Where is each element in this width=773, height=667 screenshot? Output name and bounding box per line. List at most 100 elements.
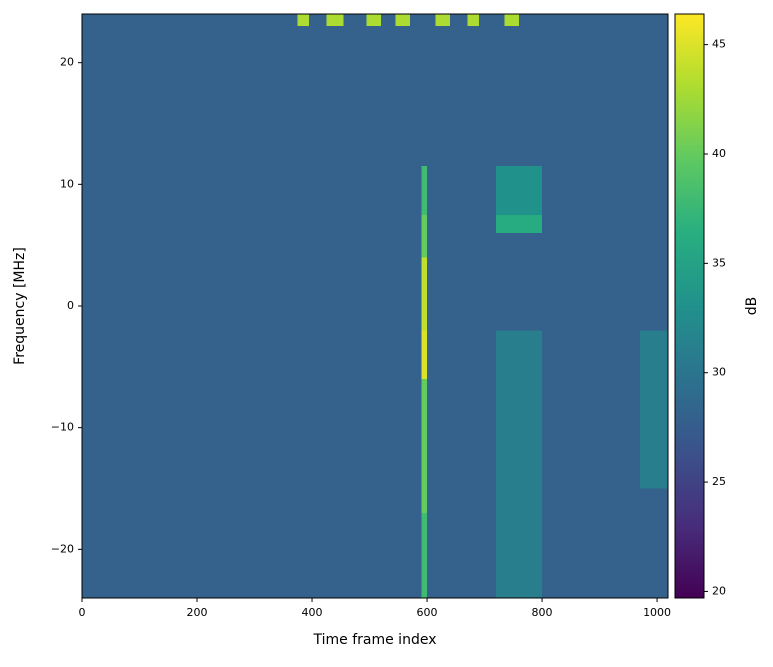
heatmap-cell [450,512,468,598]
heatmap-cell [343,488,367,513]
x-tick-label: 800 [532,606,553,619]
heatmap-cell [542,512,640,598]
heatmap-cell [82,214,298,233]
heatmap-cell [496,379,505,489]
heatmap-cell [421,26,428,167]
heatmap-cell [427,166,436,215]
heatmap-cell [326,379,344,489]
heatmap-cell [381,330,396,379]
heatmap-cell [639,233,668,258]
heatmap-cell [395,379,410,489]
heatmap-cell [478,379,497,489]
heatmap-cell [639,379,668,489]
heatmap-cell [409,512,422,598]
y-tick-label: 10 [60,177,74,190]
heatmap-cell [421,214,428,233]
heatmap-cell [478,14,497,27]
heatmap-cell [639,330,668,379]
heatmap-cell [504,512,520,598]
heatmap-cell [504,330,520,379]
heatmap-cell [478,330,497,379]
heatmap-cell [366,166,382,215]
heatmap-cell [309,330,327,379]
heatmap-cell [519,512,543,598]
colorbar [674,13,705,599]
heatmap-cell [467,214,479,233]
heatmap-cell [504,488,520,513]
colorbar-tick-label: 35 [712,256,726,269]
heatmap [82,14,668,598]
heatmap-cell [409,488,422,513]
heatmap-cell [309,214,327,233]
heatmap-cell [381,257,396,331]
heatmap-cell [467,512,479,598]
heatmap-cell [381,26,396,167]
heatmap-cell [421,379,428,489]
heatmap-cell [297,330,310,379]
y-axis-label: Frequency [MHz] [12,247,28,365]
heatmap-cell [435,26,451,167]
heatmap-cell [478,257,497,331]
heatmap-cell [542,214,640,233]
heatmap-cell [343,214,367,233]
heatmap-cell [496,257,505,331]
heatmap-cell [467,257,479,331]
heatmap-cell [467,330,479,379]
heatmap-cell [427,14,436,27]
x-tick-label: 1000 [643,606,671,619]
heatmap-cell [450,488,468,513]
heatmap-cell [421,488,428,513]
heatmap-cell [395,257,410,331]
heatmap-cell [467,379,479,489]
heatmap-cell [297,379,310,489]
colorbar-tick-label: 25 [712,475,726,488]
heatmap-cell [427,257,436,331]
heatmap-cell [395,488,410,513]
heatmap-cell [496,214,505,233]
colorbar-label: dB [744,297,760,316]
heatmap-cell [381,166,396,215]
heatmap-cell [478,488,497,513]
heatmap-cell [343,257,367,331]
heatmap-cell [309,512,327,598]
heatmap-cell [435,14,451,27]
heatmap-cell [82,233,298,258]
heatmap-cell [343,166,367,215]
heatmap-cell [381,214,396,233]
heatmap-cell [496,488,505,513]
heatmap-cell [409,166,422,215]
heatmap-cell [421,166,428,215]
heatmap-cell [326,214,344,233]
heatmap-cell [639,26,668,167]
heatmap-cell [504,257,520,331]
heatmap-cell [519,233,543,258]
heatmap-cell [435,512,451,598]
heatmap-cell [519,379,543,489]
heatmap-cell [542,166,640,215]
heatmap-cell [504,233,520,258]
heatmap-cell [309,488,327,513]
heatmap-cell [343,512,367,598]
x-axis-label: Time frame index [313,632,437,648]
heatmap-cell [297,257,310,331]
heatmap-cell [366,330,382,379]
heatmap-cell [639,14,668,27]
heatmap-cell [504,26,520,167]
heatmap-cell [343,379,367,489]
heatmap-cell [297,14,310,27]
heatmap-cell [427,488,436,513]
heatmap-cell [450,26,468,167]
y-tick-label: −10 [51,421,74,434]
heatmap-cell [519,257,543,331]
heatmap-cell [504,214,520,233]
x-tick-label: 0 [79,606,86,619]
heatmap-cell [450,330,468,379]
heatmap-cell [478,214,497,233]
y-tick-label: −20 [51,542,74,555]
colorbar-tick-label: 20 [712,584,726,597]
heatmap-cell [297,214,310,233]
heatmap-cell [326,26,344,167]
heatmap-cell [519,14,543,27]
heatmap-cell [343,14,367,27]
